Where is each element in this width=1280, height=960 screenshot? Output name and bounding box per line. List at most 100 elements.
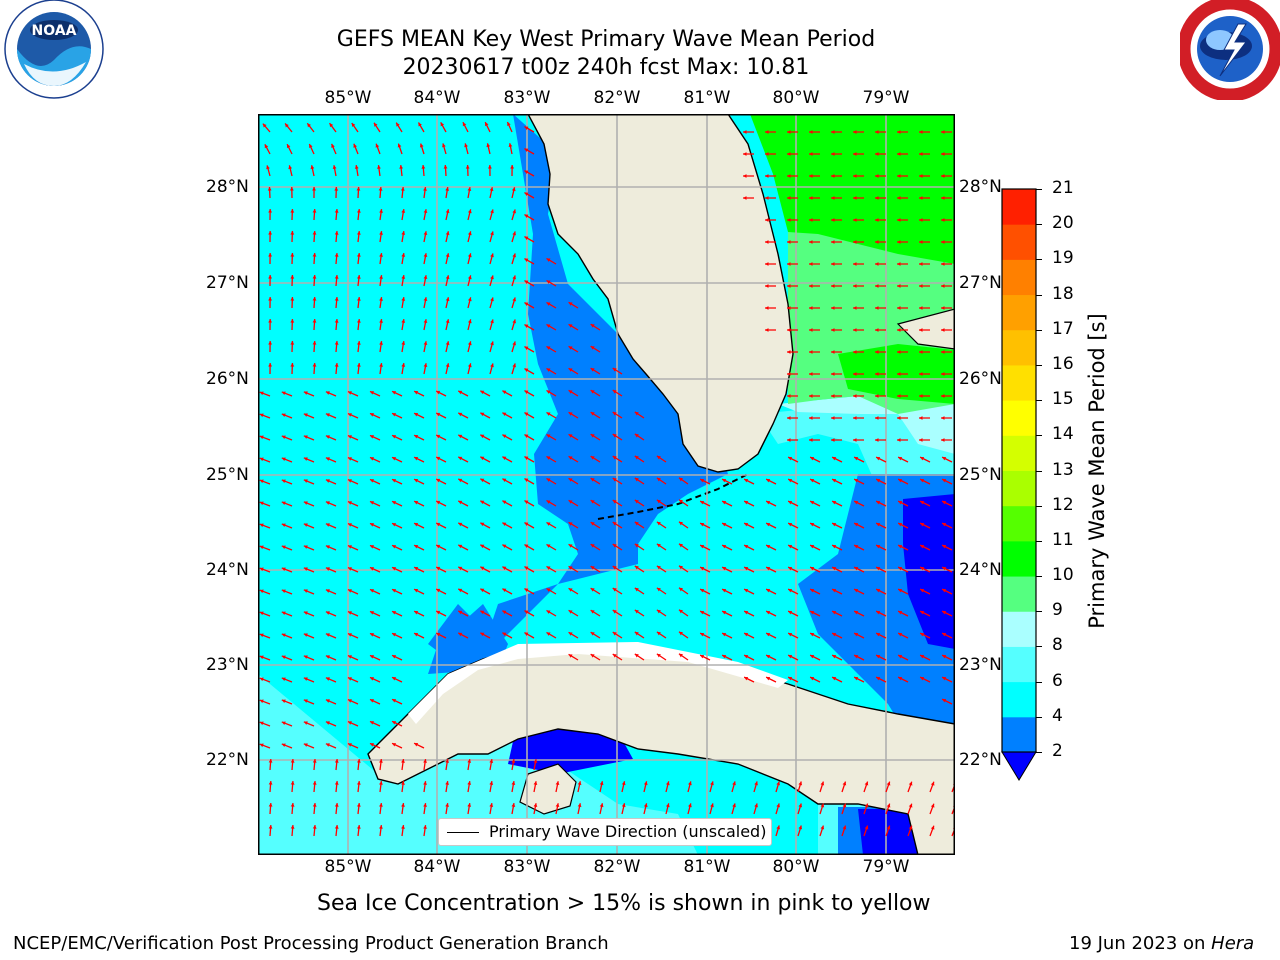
colorbar-tick-label: 14	[1052, 424, 1074, 445]
wave-arrow-head	[898, 610, 903, 615]
wave-arrow-head	[875, 350, 879, 354]
wave-arrow-head	[289, 187, 294, 191]
wave-arrow-head	[766, 610, 771, 615]
lat-label-right-24n: 24°N	[959, 560, 1002, 580]
wave-arrow-head	[303, 479, 308, 483]
wave-arrow-head	[634, 411, 639, 416]
wave-arrow-head	[612, 500, 617, 504]
wave-arrow-head	[920, 456, 925, 461]
wave-arrow-head	[356, 759, 361, 763]
wave-arrow-head	[634, 609, 639, 614]
wave-arrow-head	[423, 209, 428, 214]
wave-arrow-head	[722, 478, 727, 483]
wave-arrow-head	[480, 544, 485, 549]
wave-arrow-head	[347, 677, 352, 681]
wave-arrow-head	[512, 253, 517, 258]
wave-arrow-head	[942, 588, 947, 593]
wave-arrow-head	[886, 803, 891, 808]
wave-arrow-head	[356, 275, 361, 279]
wave-arrow-head	[356, 253, 361, 257]
wave-arrow-head	[259, 743, 264, 748]
wave-arrow-head	[421, 165, 426, 169]
wave-arrow-head	[809, 152, 813, 156]
wave-arrow-head	[568, 566, 573, 570]
wave-arrow-head	[268, 363, 273, 367]
colorbar-segment	[1002, 435, 1036, 471]
wave-arrow-head	[831, 152, 835, 156]
colorbar-tick-label: 10	[1052, 565, 1074, 586]
wave-arrow-head	[546, 280, 551, 284]
wave-arrow-head	[267, 187, 272, 191]
wave-arrow-head	[875, 240, 879, 244]
wave-arrow-head	[467, 759, 472, 763]
wave-arrow-head	[524, 566, 529, 570]
wave-arrow-head	[512, 297, 517, 302]
wave-arrow-head	[487, 165, 492, 169]
wave-arrow-head	[897, 306, 901, 310]
wave-arrow-head	[524, 324, 529, 328]
wave-arrow-head	[787, 240, 791, 244]
wave-arrow-head	[392, 545, 397, 549]
wave-arrow-head	[942, 500, 947, 505]
wave-arrow-head	[356, 363, 361, 367]
wave-arrow-head	[303, 655, 308, 659]
wave-arrow-head	[853, 394, 857, 398]
colorbar-segment	[1002, 505, 1036, 542]
wave-arrow-head	[290, 275, 295, 279]
wave-arrow-head	[445, 759, 450, 763]
wave-arrow-head	[436, 500, 441, 505]
wave-arrow-head	[920, 500, 925, 505]
colorbar-tick-label: 4	[1052, 705, 1063, 726]
wave-arrow-head	[334, 803, 339, 807]
wave-arrow-head	[643, 803, 648, 808]
wave-arrow-head	[445, 275, 450, 280]
wave-arrow-head	[264, 144, 269, 149]
wave-arrow-head	[290, 759, 295, 763]
wave-arrow-head	[765, 174, 769, 178]
wave-arrow-head	[875, 262, 879, 266]
wave-arrow-head	[612, 632, 617, 636]
wave-arrow-head	[268, 275, 273, 279]
wave-arrow-head	[524, 192, 529, 196]
wave-arrow-head	[286, 144, 291, 149]
wave-arrow-head	[656, 631, 661, 636]
wave-arrow-head	[369, 633, 374, 637]
lat-label-left-25n: 25°N	[206, 465, 249, 485]
wave-arrow-head	[325, 457, 330, 461]
wave-arrow-head	[414, 566, 419, 571]
wave-arrow-head	[392, 413, 397, 417]
lat-label-right-25n: 25°N	[959, 465, 1002, 485]
wave-direction-arrows	[259, 121, 955, 837]
colorbar-tick-mark	[1036, 259, 1042, 261]
wave-arrow-head	[842, 825, 847, 830]
wave-arrow-head	[392, 479, 397, 483]
wave-arrow-head	[776, 803, 781, 808]
wave-arrow-head	[920, 654, 925, 659]
wave-arrow-head	[590, 522, 595, 526]
wave-arrow-head	[347, 567, 352, 571]
wave-arrow-head	[268, 297, 273, 301]
colorbar-tick-mark	[1036, 540, 1042, 542]
wave-arrow-head	[467, 363, 472, 368]
wave-arrow-head	[259, 699, 264, 704]
wave-arrow-head	[480, 522, 485, 527]
wave-arrow-head	[334, 209, 339, 213]
wave-arrow-head	[941, 372, 945, 376]
lon-label-bottom-81w: 81°W	[683, 857, 731, 877]
wave-arrow-head	[419, 143, 424, 148]
colorbar-tick-label: 12	[1052, 494, 1074, 515]
wave-arrow-head	[787, 394, 791, 398]
wave-arrow-head	[876, 544, 881, 549]
colorbar-tick-mark	[1036, 329, 1042, 331]
wave-arrow-head	[765, 328, 769, 332]
wave-arrow-head	[290, 231, 295, 235]
wave-arrow-head	[941, 218, 945, 222]
wave-arrow-head	[831, 416, 835, 420]
wave-arrow-head	[401, 253, 406, 257]
wave-arrow-head	[854, 588, 859, 593]
wave-arrow-head	[445, 363, 450, 368]
wave-arrow-head	[524, 236, 529, 240]
wave-arrow-head	[524, 412, 529, 416]
wave-arrow-head	[700, 500, 705, 505]
region-period-2-4-westpatch	[428, 604, 508, 674]
